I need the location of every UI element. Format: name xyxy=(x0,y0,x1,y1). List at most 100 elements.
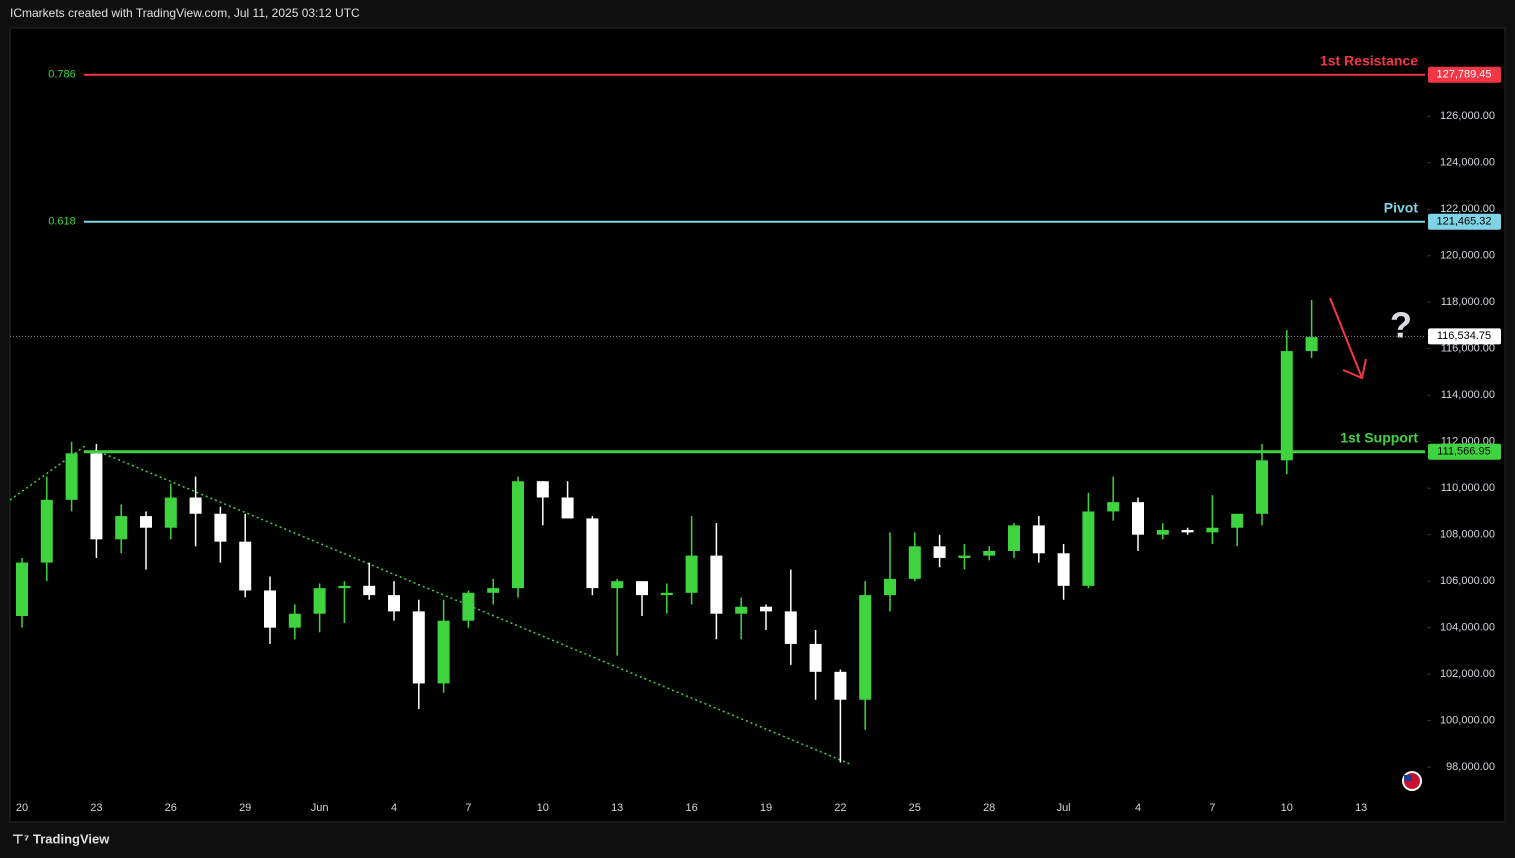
candle-body xyxy=(115,516,128,540)
candle-body xyxy=(1132,502,1144,535)
y-tick-label: 106,000.00 xyxy=(1440,575,1495,587)
candle-body xyxy=(1107,502,1120,512)
candle-body xyxy=(338,585,351,589)
y-tick-label: 102,000.00 xyxy=(1440,668,1495,680)
x-tick-label: 13 xyxy=(611,802,623,814)
trend-line xyxy=(94,449,851,765)
level-tag xyxy=(1428,66,1501,83)
level-value-label: 127,789.45 xyxy=(1436,69,1491,81)
candle-body xyxy=(884,578,896,596)
candle-body xyxy=(586,518,599,589)
x-tick-label: 4 xyxy=(391,802,397,814)
candle-body xyxy=(189,497,202,514)
level-value-label: 121,465.32 xyxy=(1436,216,1491,228)
x-tick-label: Jun xyxy=(311,802,329,814)
candle-body xyxy=(1057,553,1070,586)
level-name: Pivot xyxy=(1384,199,1419,215)
x-tick-label: 29 xyxy=(239,802,251,814)
level-name: 1st Support xyxy=(1340,429,1418,445)
x-tick-label: 26 xyxy=(165,802,177,814)
x-tick-label: 16 xyxy=(685,802,697,814)
candle-body xyxy=(1181,530,1194,533)
x-tick-label: 23 xyxy=(90,802,102,814)
y-tick-label: 122,000.00 xyxy=(1440,203,1495,215)
x-tick-label: 7 xyxy=(1209,802,1215,814)
x-tick-label: 28 xyxy=(983,802,995,814)
candle-body xyxy=(561,497,574,519)
x-tick-label: 22 xyxy=(834,802,846,814)
candle-body xyxy=(487,588,500,593)
candle-body xyxy=(388,595,400,612)
candle-body xyxy=(90,453,103,540)
candle-body xyxy=(685,555,698,593)
candle-body xyxy=(1256,460,1268,514)
candle-body xyxy=(437,620,450,684)
x-tick-label: 13 xyxy=(1355,802,1367,814)
candle-body xyxy=(1082,511,1095,586)
question-mark: ? xyxy=(1390,305,1412,346)
candle-body xyxy=(313,588,326,614)
candle-body xyxy=(40,499,53,563)
candle-body xyxy=(412,611,425,684)
y-tick-label: 108,000.00 xyxy=(1440,529,1495,541)
candle-body xyxy=(536,481,549,498)
candle-body xyxy=(65,453,78,500)
candle-body xyxy=(958,555,971,558)
y-tick-label: 114,000.00 xyxy=(1441,389,1495,401)
candle-body xyxy=(735,606,748,614)
candle-body xyxy=(908,546,921,579)
candle-body xyxy=(1231,513,1244,528)
brand-logo: ⊤⁷ xyxy=(12,831,29,846)
candle-body xyxy=(512,481,524,589)
current-price-label: 116,534.75 xyxy=(1437,330,1491,342)
brand: TradingView xyxy=(33,831,110,846)
candle-body xyxy=(1206,527,1219,533)
chart-panel xyxy=(9,27,1506,823)
candle-body xyxy=(1280,351,1293,461)
y-tick-label: 126,000.00 xyxy=(1440,110,1495,122)
level-tag xyxy=(1428,443,1501,460)
arrow-shaft xyxy=(1329,297,1363,379)
arrow-head xyxy=(1342,358,1367,380)
candle-body xyxy=(760,606,772,612)
y-tick-label: 124,000.00 xyxy=(1440,157,1495,169)
y-tick-label: 120,000.00 xyxy=(1440,250,1495,262)
candle-body xyxy=(140,516,152,528)
candle-body xyxy=(462,592,475,621)
x-tick-label: 10 xyxy=(537,802,549,814)
trend-line xyxy=(9,445,86,501)
level-tag xyxy=(1428,213,1501,230)
candle-body xyxy=(660,592,673,596)
attribution: ICmarkets created with TradingView.com, … xyxy=(10,6,360,20)
x-tick-label: 7 xyxy=(465,802,471,814)
candle-body xyxy=(16,562,28,617)
candle-body xyxy=(1305,337,1318,352)
x-tick-label: 10 xyxy=(1281,802,1293,814)
candle-body xyxy=(859,595,872,700)
candle-body xyxy=(1032,525,1045,554)
candle-body xyxy=(983,550,996,556)
flag-canton xyxy=(1404,775,1412,781)
y-tick-label: 118,000.00 xyxy=(1441,296,1495,308)
y-tick-label: 110,000.00 xyxy=(1441,482,1495,494)
x-tick-label: 20 xyxy=(16,802,28,814)
x-tick-label: 19 xyxy=(760,802,772,814)
bearish-arrow xyxy=(1329,297,1367,380)
candle-body xyxy=(288,613,301,628)
candle-body xyxy=(363,585,376,596)
candle-body xyxy=(809,643,822,672)
candle-body xyxy=(933,546,946,558)
candle-body xyxy=(710,555,723,614)
candle-body xyxy=(239,541,252,591)
candle-body xyxy=(784,611,797,644)
candle-body xyxy=(1156,530,1169,535)
level-name: 1st Resistance xyxy=(1320,52,1418,68)
level-ratio: 0.618 xyxy=(48,216,76,228)
y-tick-label: 98,000.00 xyxy=(1446,761,1495,773)
x-tick-label: 25 xyxy=(909,802,921,814)
candle-body xyxy=(264,590,276,628)
candle-body xyxy=(636,581,648,596)
candle-body xyxy=(164,497,177,528)
